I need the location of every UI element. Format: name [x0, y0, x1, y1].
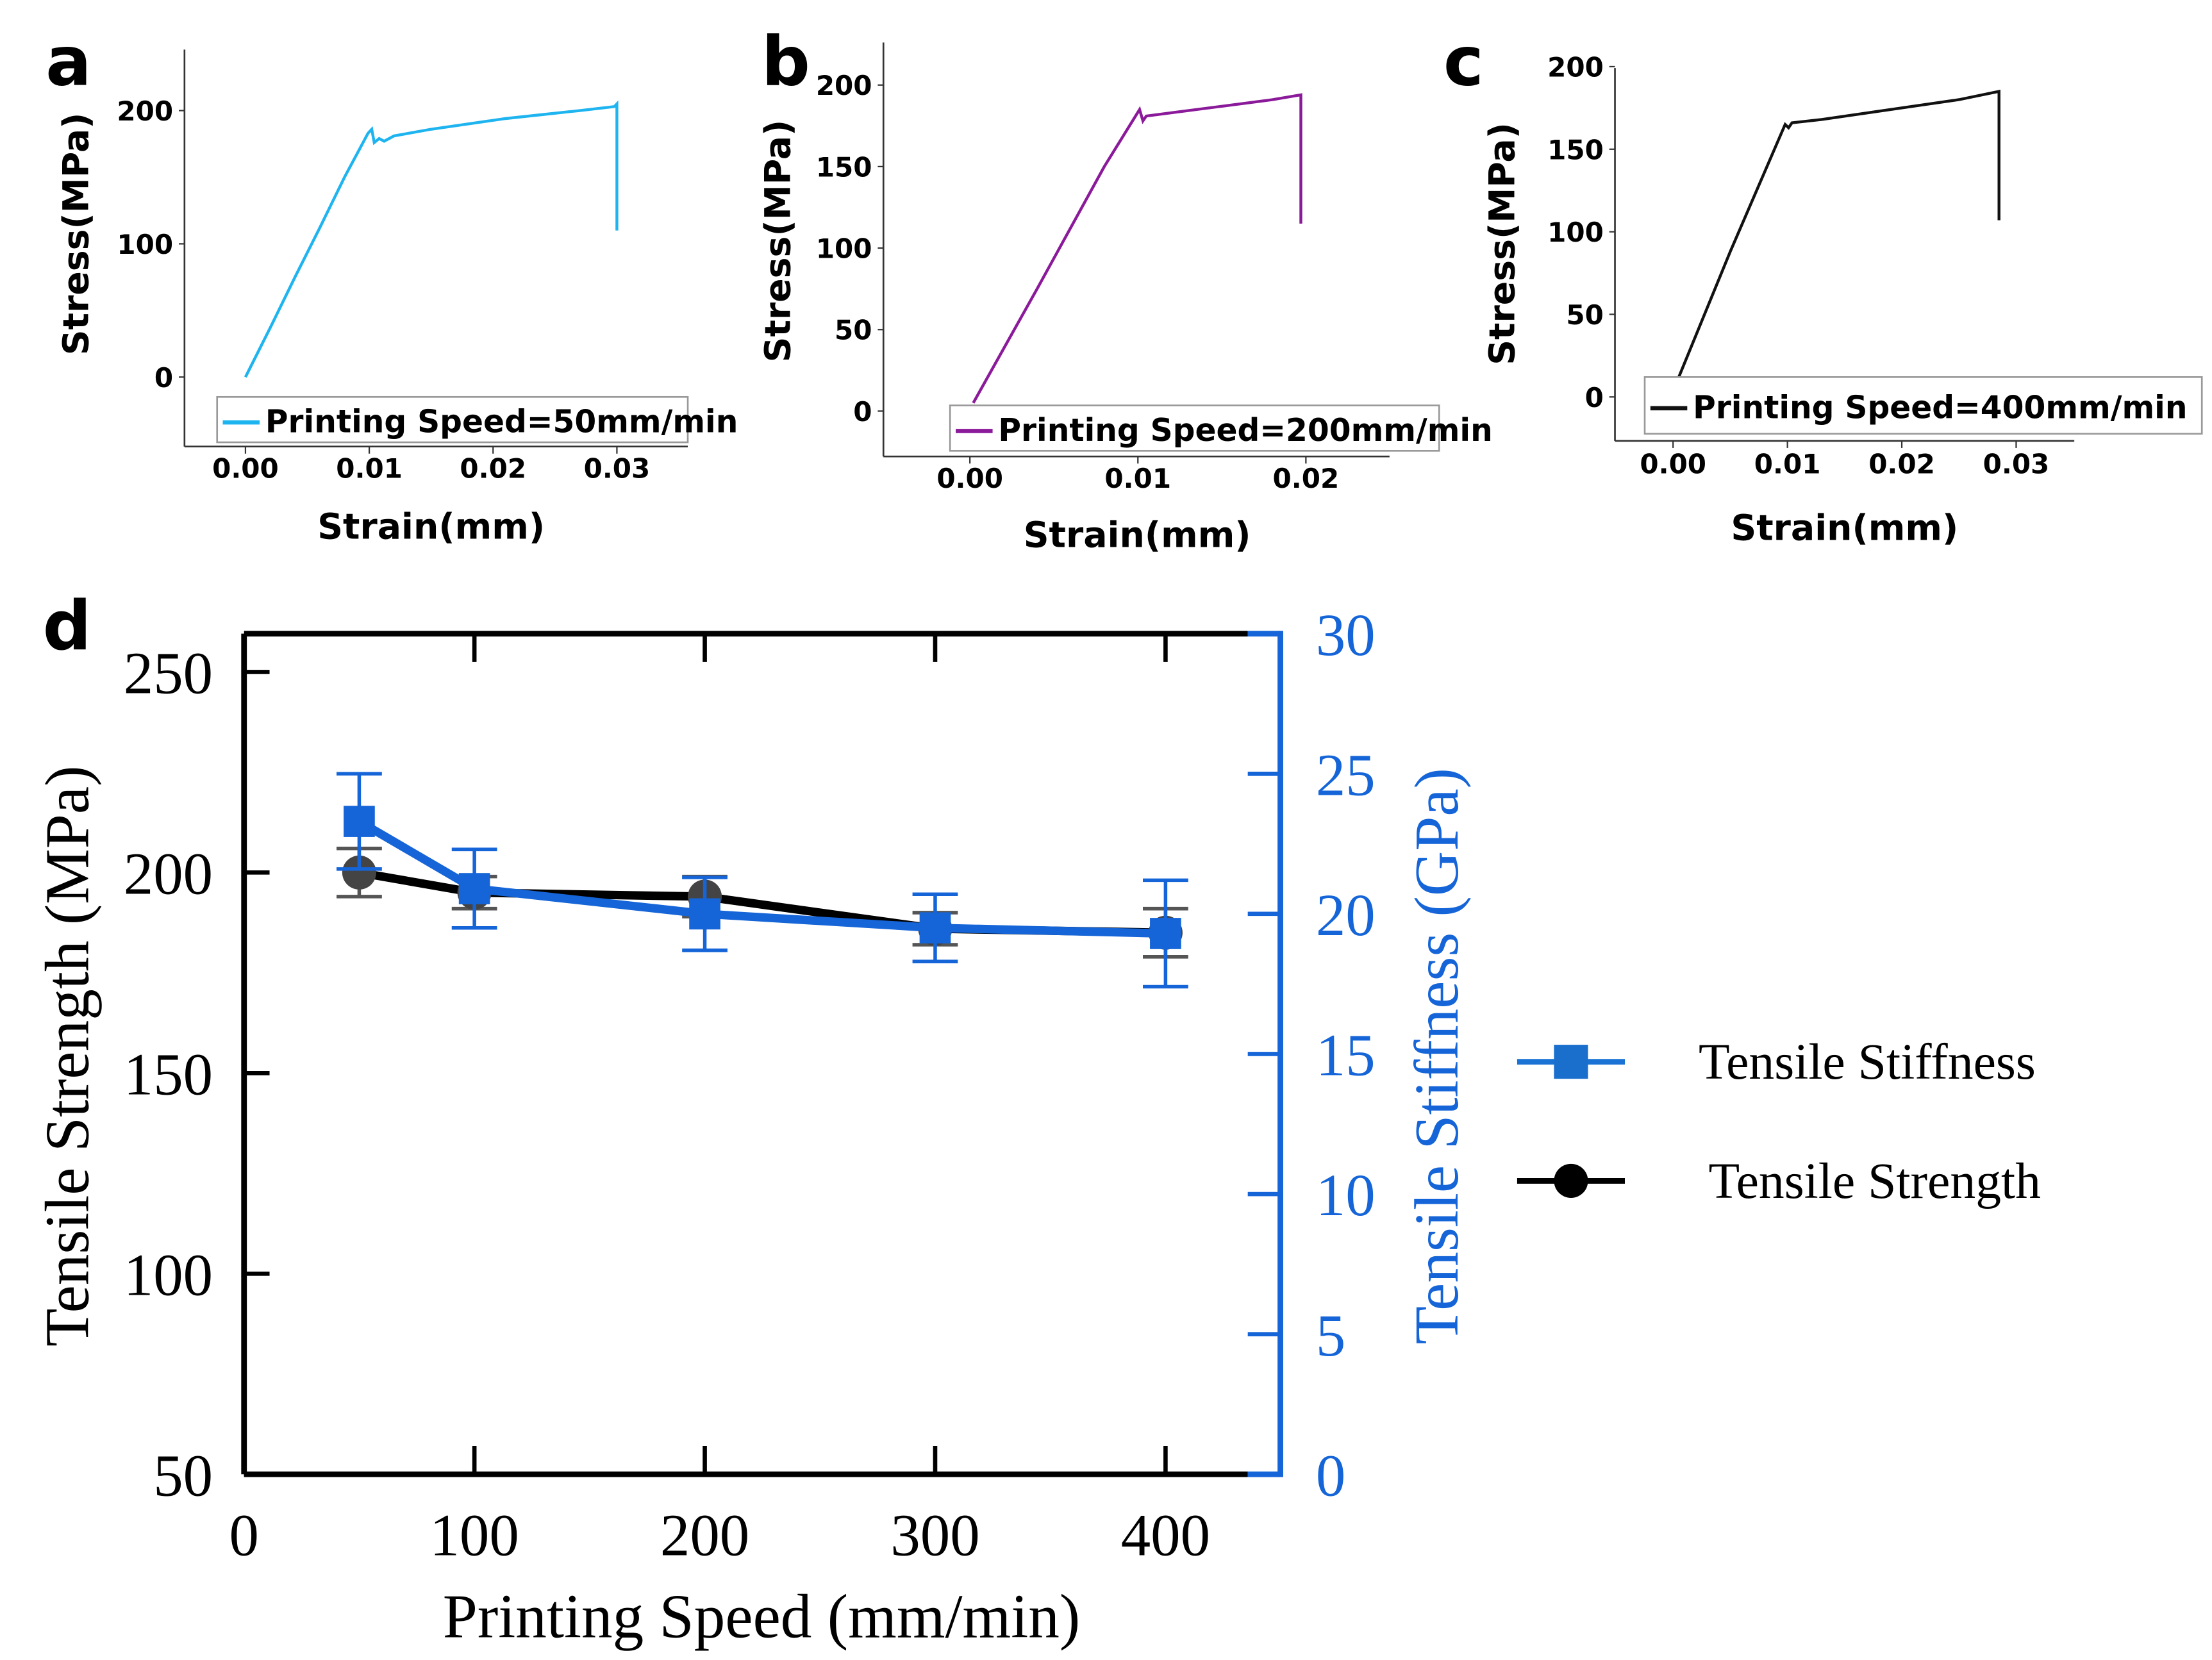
y-right-tick-label: 30 — [1316, 602, 1376, 668]
x-tick-label: 0.03 — [1983, 449, 2050, 480]
y-tick-label: 0 — [154, 362, 173, 394]
x-tick-label: 0.00 — [212, 452, 279, 484]
stress-strain-line — [972, 93, 1302, 404]
y-tick-label: 100 — [1547, 217, 1604, 248]
x-tick-label: 300 — [890, 1502, 979, 1568]
y-right-tick-label: 0 — [1316, 1443, 1345, 1509]
legend-strength-label: Tensile Strength — [1709, 1153, 2041, 1209]
y-tick-label: 200 — [1547, 51, 1604, 83]
y-right-tick-label: 10 — [1316, 1163, 1376, 1229]
y-tick-label: 50 — [835, 315, 872, 346]
chart-a: 0 100 200 0.00 0.01 0.02 0.03 Strain(mm) Stress(… — [56, 49, 738, 547]
stress-strain-line — [244, 100, 619, 378]
x-tick-label: 0.00 — [1640, 449, 1706, 480]
x-axis-label: Printing Speed (mm/min) — [443, 1582, 1081, 1652]
panel-label-b: b — [761, 22, 810, 102]
y-tick-label: 200 — [117, 95, 173, 127]
y-right-tick-label: 25 — [1316, 742, 1376, 808]
x-tick-label: 0 — [229, 1502, 259, 1568]
y-tick-label: 100 — [124, 1242, 213, 1308]
y-axis-label: Stress(MPa) — [1482, 122, 1523, 365]
stress-strain-line — [1677, 89, 2000, 378]
stiffness-point — [1150, 918, 1181, 949]
panel-label-c: c — [1443, 22, 1484, 102]
y-tick-label: 150 — [816, 151, 872, 183]
stiffness-point — [458, 873, 490, 904]
y-tick-label: 250 — [124, 641, 213, 707]
y-axis-label: Stress(MPa) — [758, 120, 799, 363]
y-tick-label: 100 — [816, 233, 872, 265]
legend-label: Printing Speed=50mm/min — [265, 404, 738, 440]
strength-point — [342, 855, 376, 890]
y-axis-right-label: Tensile Stiffness (GPa) — [1402, 768, 1472, 1344]
legend-stiffness-marker — [1554, 1045, 1588, 1079]
y-axis-label: Stress(MPa) — [56, 113, 97, 356]
y-right-tick-label: 15 — [1316, 1023, 1376, 1089]
x-tick-label: 400 — [1121, 1502, 1210, 1568]
y-tick-label: 200 — [124, 842, 213, 908]
legend-strength-marker — [1554, 1163, 1588, 1198]
x-tick-label: 0.02 — [1273, 463, 1340, 494]
stiffness-point — [344, 806, 375, 837]
panel-label-a: a — [46, 22, 92, 102]
x-tick-label: 0.02 — [1868, 449, 1935, 480]
x-tick-label: 0.01 — [1754, 449, 1821, 480]
legend-stiffness-label: Tensile Stiffness — [1699, 1034, 2036, 1090]
chart-c: 0 50 100 150 200 0.00 0.01 0.02 0.03 Strain(mm) St… — [1482, 51, 2203, 549]
y-tick-label: 200 — [816, 70, 872, 101]
legend-box — [216, 395, 689, 444]
y-tick-label: 100 — [117, 229, 173, 260]
x-tick-label: 100 — [429, 1502, 519, 1568]
legend-label: Printing Speed=400mm/min — [1693, 390, 2187, 426]
y-axis-label: Tensile Strength (MPa) — [33, 765, 102, 1347]
x-axis-label: Strain(mm) — [1731, 508, 1958, 549]
x-axis-label: Strain(mm) — [317, 506, 545, 547]
y-tick-label: 150 — [124, 1042, 213, 1108]
y-tick-label: 50 — [1566, 299, 1603, 331]
legend-label: Printing Speed=200mm/min — [998, 413, 1492, 449]
stiffness-point — [689, 898, 720, 930]
stiffness-point — [919, 912, 951, 944]
y-right-tick-label: 5 — [1316, 1303, 1345, 1369]
legend-box — [1643, 376, 2203, 435]
panel-label-d: d — [43, 586, 92, 666]
y-tick-label: 0 — [1585, 382, 1604, 413]
x-tick-label: 200 — [660, 1502, 749, 1568]
x-tick-label: 0.00 — [936, 463, 1003, 494]
x-tick-label: 0.03 — [584, 452, 651, 484]
x-axis-label: Strain(mm) — [1024, 515, 1251, 556]
y-tick-label: 50 — [153, 1443, 213, 1509]
y-tick-label: 150 — [1547, 134, 1604, 165]
y-right-tick-label: 20 — [1316, 883, 1376, 949]
x-tick-label: 0.01 — [1104, 463, 1171, 494]
chart-b: 0 50 100 150 200 0.00 0.01 0.02 Strain(mm) Stress… — [758, 42, 1493, 556]
x-tick-label: 0.02 — [460, 452, 526, 484]
y-tick-label: 0 — [853, 396, 872, 427]
x-tick-label: 0.01 — [336, 452, 403, 484]
legend-box — [949, 404, 1440, 452]
